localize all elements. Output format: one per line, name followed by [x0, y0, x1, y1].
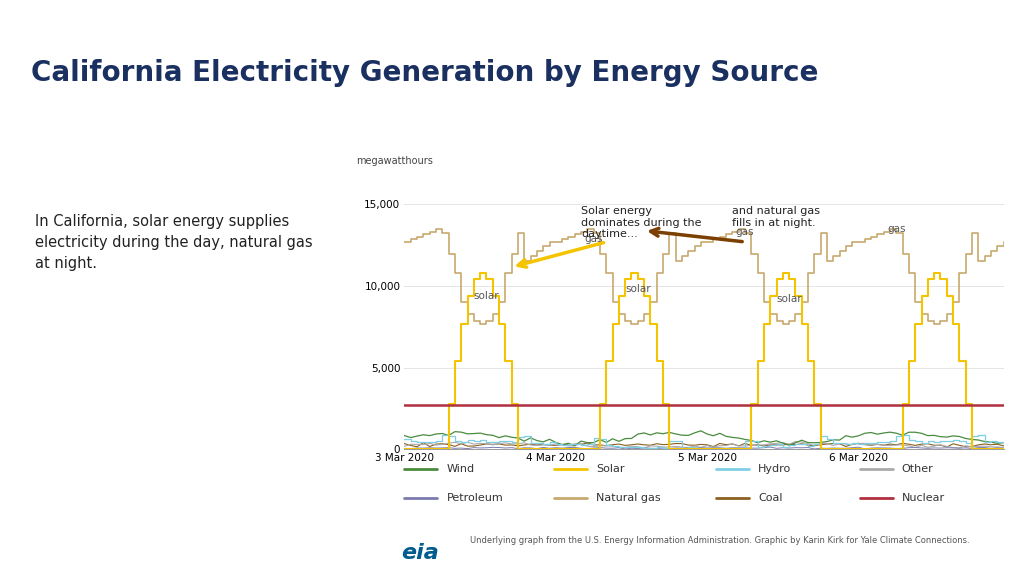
Text: solar: solar [776, 294, 802, 304]
Text: solar: solar [474, 291, 500, 301]
Text: National
Environmental
Education
Foundation: National Environmental Education Foundat… [573, 537, 625, 563]
Text: Nuclear: Nuclear [902, 492, 945, 503]
Text: Solar: Solar [596, 464, 625, 473]
Text: SAMSUNG: SAMSUNG [764, 541, 834, 554]
Text: solar: solar [625, 285, 650, 294]
Text: gas: gas [735, 227, 755, 237]
Text: and natural gas
fills in at night.: and natural gas fills in at night. [732, 206, 820, 228]
Text: Underlying graph from the U.S. Energy Information Administration. Graphic by Kar: Underlying graph from the U.S. Energy In… [470, 536, 970, 545]
Text: eia: eia [401, 543, 439, 563]
Text: Petroleum: Petroleum [446, 492, 503, 503]
Text: Natural gas: Natural gas [596, 492, 660, 503]
Text: energy
STAR: energy STAR [65, 537, 99, 557]
Text: gas: gas [887, 223, 905, 234]
Text: In California, solar energy supplies
electricity during the day, natural gas
at : In California, solar energy supplies ele… [35, 214, 313, 271]
Text: California Electricity Generation by Energy Source: California Electricity Generation by Ene… [31, 59, 818, 88]
Text: Wind: Wind [446, 464, 474, 473]
Text: ◆NEEF: ◆NEEF [449, 532, 514, 551]
Text: gas: gas [585, 233, 603, 244]
Text: Other: Other [902, 464, 934, 473]
Text: Hydro: Hydro [758, 464, 792, 473]
Text: CLIMATE ♥
SUPERSTARS: CLIMATE ♥ SUPERSTARS [924, 537, 981, 557]
Text: megawatthours: megawatthours [356, 156, 433, 166]
Text: Coal: Coal [758, 492, 782, 503]
Text: Solar energy
dominates during the
daytime...: Solar energy dominates during the daytim… [581, 206, 701, 239]
